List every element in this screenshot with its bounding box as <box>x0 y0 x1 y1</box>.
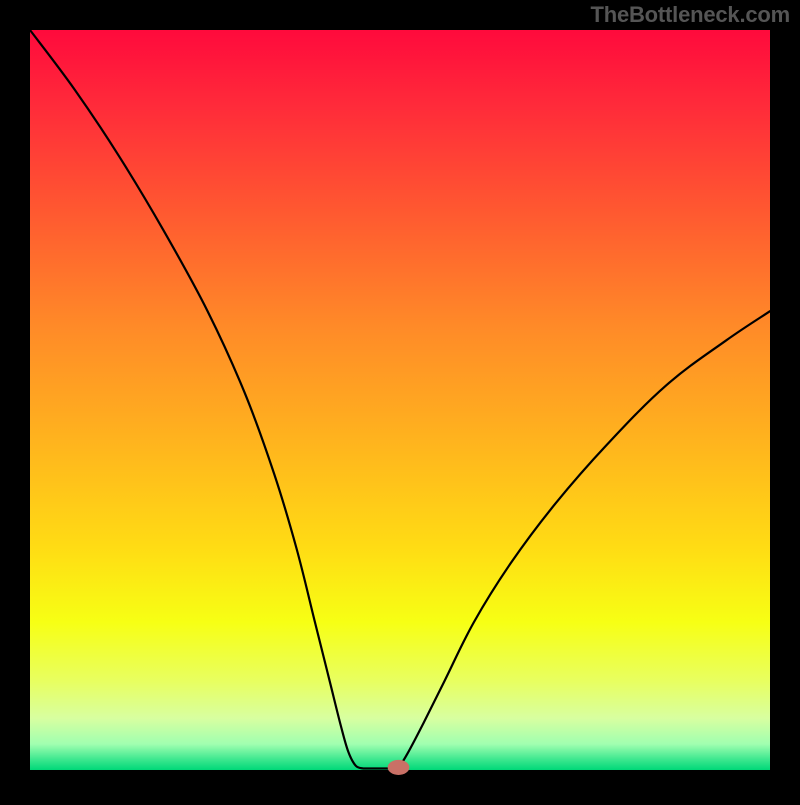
optimum-marker <box>388 760 409 774</box>
plot-area <box>30 30 770 770</box>
watermark-text: TheBottleneck.com <box>590 2 790 28</box>
bottleneck-chart-svg <box>0 0 800 800</box>
chart-root <box>0 0 800 800</box>
